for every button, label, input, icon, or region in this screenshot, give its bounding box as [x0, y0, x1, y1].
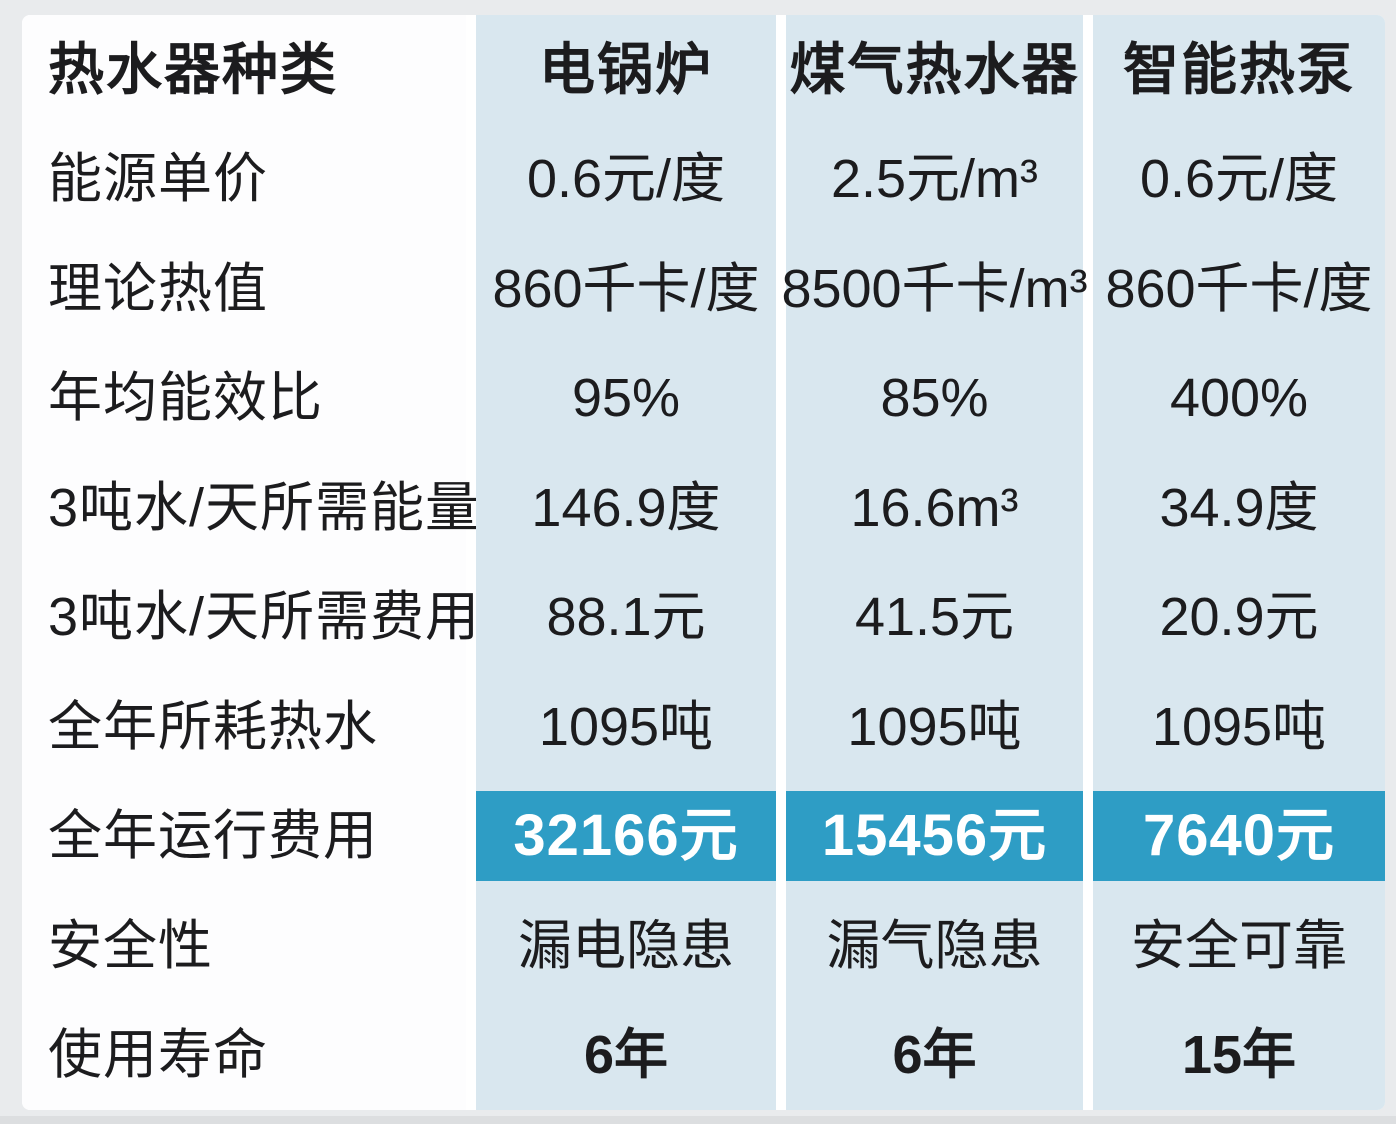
- value-cell: 漏气隐患: [786, 891, 1083, 1001]
- column-header-smart-heat-pump: 智能热泵: [1093, 15, 1385, 125]
- row-label-safety: 安全性: [22, 891, 466, 1001]
- water-heater-comparison-table: 热水器种类 电锅炉 煤气热水器 智能热泵 能源单价 0.6元/度 2.5元/m³…: [22, 15, 1385, 1110]
- value-cell: 860千卡/度: [476, 234, 776, 344]
- value-cell: 6年: [476, 1000, 776, 1110]
- value-cell: 16.6m³: [786, 453, 1083, 563]
- column-header-gas-heater: 煤气热水器: [786, 15, 1083, 125]
- row-label-daily-cost: 3吨水/天所需费用: [22, 562, 479, 672]
- value-cell-highlighted: 32166元: [476, 781, 776, 891]
- value-cell: 8500千卡/m³: [781, 234, 1088, 344]
- value-cell: 安全可靠: [1093, 891, 1385, 1001]
- row-label-lifespan: 使用寿命: [22, 1000, 466, 1110]
- value-cell: 漏电隐患: [476, 891, 776, 1001]
- value-cell: 20.9元: [1093, 562, 1385, 672]
- image-bottom-edge: [0, 1116, 1396, 1124]
- row-label-energy-needed: 3吨水/天所需能量: [22, 453, 479, 563]
- row-label-energy-price: 能源单价: [22, 124, 466, 234]
- row-label-type: 热水器种类: [22, 15, 466, 125]
- value-cell: 860千卡/度: [1093, 234, 1385, 344]
- value-cell: 1095吨: [1093, 672, 1385, 782]
- row-label-annual-cost: 全年运行费用: [22, 781, 466, 891]
- value-cell: 2.5元/m³: [786, 124, 1083, 234]
- highlight-band: 32166元: [476, 791, 776, 882]
- highlight-band: 15456元: [786, 791, 1083, 882]
- value-cell: 34.9度: [1093, 453, 1385, 563]
- value-cell: 6年: [786, 1000, 1083, 1110]
- value-cell-highlighted: 7640元: [1093, 781, 1385, 891]
- value-cell: 0.6元/度: [1093, 124, 1385, 234]
- row-label-annual-water: 全年所耗热水: [22, 672, 466, 782]
- row-label-efficiency-ratio: 年均能效比: [22, 343, 466, 453]
- column-header-electric-boiler: 电锅炉: [476, 15, 776, 125]
- value-cell-highlighted: 15456元: [786, 781, 1083, 891]
- value-cell: 1095吨: [786, 672, 1083, 782]
- value-cell: 85%: [786, 343, 1083, 453]
- row-label-calorific-value: 理论热值: [22, 234, 466, 344]
- value-cell: 15年: [1093, 1000, 1385, 1110]
- value-cell: 88.1元: [476, 562, 776, 672]
- value-cell: 1095吨: [476, 672, 776, 782]
- value-cell: 400%: [1093, 343, 1385, 453]
- highlight-band: 7640元: [1093, 791, 1385, 882]
- value-cell: 95%: [476, 343, 776, 453]
- value-cell: 0.6元/度: [476, 124, 776, 234]
- value-cell: 41.5元: [786, 562, 1083, 672]
- value-cell: 146.9度: [476, 453, 776, 563]
